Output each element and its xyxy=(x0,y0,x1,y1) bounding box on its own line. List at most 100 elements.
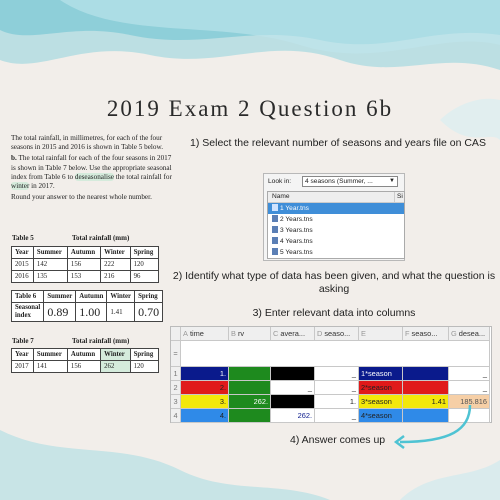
cell-b3[interactable]: 262. xyxy=(229,395,271,409)
table7: Year Summer Autumn Winter Spring 2017 14… xyxy=(11,348,160,373)
cell-f2[interactable] xyxy=(403,381,449,395)
look-in-value: 4 seasons (Summer, ... xyxy=(305,178,373,185)
highlight-winter: winter xyxy=(11,182,30,191)
highlight-deseasonalise: deseasonalise xyxy=(74,172,114,181)
cell-a1[interactable]: 1. xyxy=(181,367,229,381)
table5: Year Summer Autumn Winter Spring 2015 14… xyxy=(11,246,160,283)
cell-d2[interactable]: _ xyxy=(315,381,359,395)
table7-header-winter: Winter xyxy=(100,348,131,361)
chevron-down-icon: ▼ xyxy=(389,178,395,184)
cell-d4[interactable]: _ xyxy=(315,409,359,423)
table-row: 2015 142 156 222 120 xyxy=(11,258,160,271)
size-column-header[interactable]: Si xyxy=(394,192,403,202)
name-column-header[interactable]: Name xyxy=(272,193,290,200)
table7-label: Table 7 xyxy=(12,337,34,345)
formula-row[interactable] xyxy=(181,341,490,367)
round-note: Round your answer to the nearest whole n… xyxy=(11,193,152,202)
step-2-text: 2) Identify what type of data has been g… xyxy=(172,270,496,295)
row-number: 2 xyxy=(171,381,181,395)
cell-g4[interactable] xyxy=(449,409,490,423)
file-icon xyxy=(272,215,278,222)
cell-e1[interactable]: 1*season xyxy=(359,367,403,381)
cell-c2[interactable]: _ xyxy=(271,381,315,395)
cell-e3[interactable]: 3*season xyxy=(359,395,403,409)
table7-caption: Total rainfall (mm) xyxy=(72,337,130,345)
part-label: b. xyxy=(11,154,17,163)
file-name: 1 Year.tns xyxy=(280,205,309,212)
part-text-c: in 2017. xyxy=(31,182,55,191)
question-text: The total rainfall, in millimetres, for … xyxy=(11,134,173,204)
part-text-b: the total rainfall for xyxy=(115,172,172,181)
seasonal-index-spring: 0.70 xyxy=(134,302,164,322)
cell-d1[interactable]: _ xyxy=(315,367,359,381)
table-row: 2016 135 153 216 96 xyxy=(11,270,160,283)
file-list: Name Si 1 Year.tns 2 Years.tns 3 Years.t… xyxy=(267,191,405,259)
row-number: 1 xyxy=(171,367,181,381)
file-icon xyxy=(272,237,278,244)
file-item[interactable]: 1 Year.tns xyxy=(268,203,404,214)
cell-a3[interactable]: 3. xyxy=(181,395,229,409)
table-cell: 120 xyxy=(129,360,160,373)
look-in-dropdown[interactable]: 4 seasons (Summer, ... ▼ xyxy=(302,176,398,187)
file-item[interactable]: 2 Years.tns xyxy=(268,214,404,225)
cell-a4[interactable]: 4. xyxy=(181,409,229,423)
cell-d3[interactable]: 1. xyxy=(315,395,359,409)
cell-f3[interactable]: 1.41 xyxy=(403,395,449,409)
file-open-dialog: Look in: 4 seasons (Summer, ... ▼ Name S… xyxy=(263,173,405,261)
cell-b2[interactable] xyxy=(229,381,271,395)
file-name: 3 Years.tns xyxy=(280,227,313,234)
cell-g2[interactable]: _ xyxy=(449,381,490,395)
seasonal-index-summer: 0.89 xyxy=(43,302,77,322)
column-header[interactable]: E xyxy=(359,327,403,341)
cell-e4[interactable]: 4*season xyxy=(359,409,403,423)
part-text-a: The total rainfall for each of the four … xyxy=(11,154,172,181)
cell-f4[interactable] xyxy=(403,409,449,423)
table6-row-label: Seasonal index xyxy=(10,302,45,322)
cell-a2[interactable]: 2. xyxy=(181,381,229,395)
cell-g1[interactable]: _ xyxy=(449,367,490,381)
seasonal-index-winter: 1.41 xyxy=(106,302,136,322)
file-item[interactable]: 5 Years.tns xyxy=(268,247,404,258)
table5-caption: Total rainfall (mm) xyxy=(72,234,130,242)
cell-f1[interactable] xyxy=(403,367,449,381)
step-3-text: 3) Enter relevant data into columns xyxy=(252,307,416,319)
file-icon xyxy=(272,204,278,211)
page-title: 2019 Exam 2 Question 6b xyxy=(106,96,394,121)
look-in-label: Look in: xyxy=(268,178,292,185)
file-name: 5 Years.tns xyxy=(280,249,313,256)
table-cell: 141 xyxy=(32,360,68,373)
cell-b1[interactable] xyxy=(229,367,271,381)
table5-label: Table 5 xyxy=(12,234,34,242)
table7-header: Spring xyxy=(129,348,160,361)
cell-c3[interactable] xyxy=(271,395,315,409)
seasonal-index-autumn: 1.00 xyxy=(75,302,108,322)
row-number: 3 xyxy=(171,395,181,409)
question-part-b: b. The total rainfall for each of the fo… xyxy=(11,154,173,191)
corner-cell xyxy=(171,327,181,341)
file-item[interactable]: 4 Years.tns xyxy=(268,236,404,247)
table-cell: 216 xyxy=(100,270,131,283)
step-4-text: 4) Answer comes up xyxy=(290,434,386,446)
row-number: 4 xyxy=(171,409,181,423)
file-name: 2 Years.tns xyxy=(280,216,313,223)
file-icon xyxy=(272,248,278,255)
file-list-header: Name Si xyxy=(268,192,404,203)
table6: Table 6 Summer Autumn Winter Spring Seas… xyxy=(10,290,164,322)
cell-c4[interactable]: 262. xyxy=(271,409,315,423)
file-name: 4 Years.tns xyxy=(280,238,313,245)
cell-b4[interactable] xyxy=(229,409,271,423)
table-cell-winter: 262 xyxy=(100,360,131,373)
file-item[interactable]: 3 Years.tns xyxy=(268,225,404,236)
step-1-text: 1) Select the relevant number of seasons… xyxy=(190,137,486,149)
table-row: Seasonal index 0.89 1.00 1.41 0.70 xyxy=(10,302,164,322)
cell-c1[interactable] xyxy=(271,367,315,381)
cell-e2[interactable]: 2*season xyxy=(359,381,403,395)
